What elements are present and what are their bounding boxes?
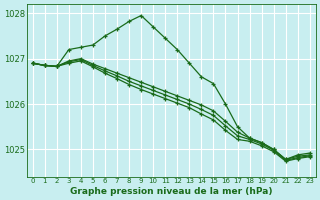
X-axis label: Graphe pression niveau de la mer (hPa): Graphe pression niveau de la mer (hPa) xyxy=(70,187,273,196)
